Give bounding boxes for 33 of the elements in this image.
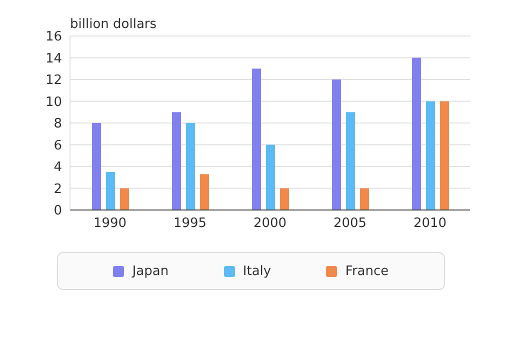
y-tick-label: 2 xyxy=(54,182,62,197)
x-tick-label: 1990 xyxy=(93,216,127,232)
legend-label: France xyxy=(345,264,389,278)
y-tick-label: 6 xyxy=(54,138,62,154)
y-tick-label: 14 xyxy=(45,51,62,66)
y-axis-title: billion dollars xyxy=(70,17,157,32)
y-tick-label: 8 xyxy=(54,116,62,132)
y-tick-label: 16 xyxy=(45,30,62,45)
x-tick-label: 2010 xyxy=(413,216,447,232)
bar xyxy=(92,123,101,210)
x-tick-label: 2000 xyxy=(253,216,287,232)
bar xyxy=(120,188,129,210)
bar xyxy=(280,188,289,210)
bar xyxy=(252,68,261,210)
bar xyxy=(426,101,435,210)
bar xyxy=(440,101,449,210)
bar xyxy=(106,172,115,210)
legend-label: Japan xyxy=(132,264,169,278)
bar xyxy=(200,174,209,210)
bar xyxy=(412,58,421,210)
bar xyxy=(346,112,355,210)
y-tick-label: 10 xyxy=(45,94,62,110)
y-tick-label: 4 xyxy=(54,160,62,176)
bar xyxy=(186,123,195,210)
bar xyxy=(360,188,369,210)
x-tick-label: 1995 xyxy=(173,216,207,232)
bar xyxy=(172,112,181,210)
legend-label: Italy xyxy=(242,264,272,278)
bar xyxy=(332,80,341,210)
x-tick-label: 2005 xyxy=(333,216,367,232)
y-tick-label: 0 xyxy=(54,204,62,219)
bar xyxy=(266,144,275,210)
y-tick-label: 12 xyxy=(45,73,62,88)
